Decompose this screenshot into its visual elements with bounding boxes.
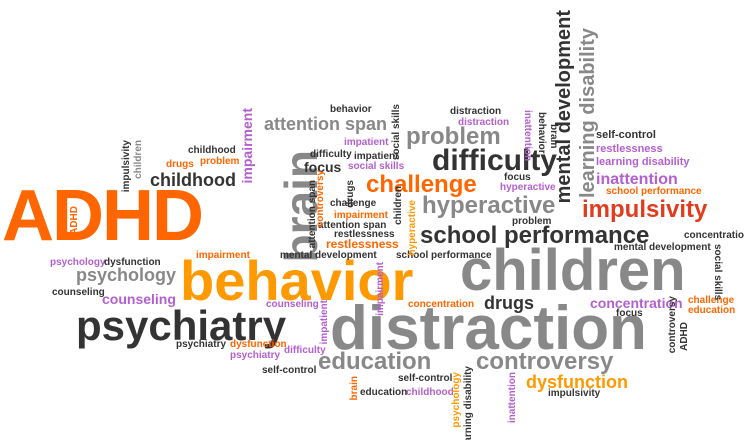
- word-mental-development-small: mental development: [280, 250, 377, 261]
- word-difficulty-small: difficulty: [310, 149, 352, 160]
- word-counseling: counseling: [102, 291, 176, 307]
- word-education-right: education: [688, 305, 736, 316]
- word-dysfunction-left: dysfunction: [104, 257, 161, 268]
- word-impulsivity: impulsivity: [582, 196, 708, 223]
- word-education-small: education: [360, 387, 408, 398]
- word-dysfunction: dysfunction: [526, 372, 628, 392]
- word-attention-span: attention span: [264, 114, 388, 134]
- word-adhd-small: ADHD: [69, 206, 80, 235]
- word-controversy: controversy: [476, 348, 614, 375]
- word-hyperactive-small: hyperactive: [500, 182, 556, 193]
- word-impairment-small: impairment: [334, 210, 388, 221]
- word-school-performance-small: school performance: [396, 250, 492, 261]
- word-impulsivity-vertical: impulsivity: [121, 140, 132, 193]
- word-concentration: concentration: [590, 295, 683, 311]
- word-restlessness-small: restlessness: [334, 229, 395, 240]
- word-problem: problem: [406, 123, 501, 150]
- word-focus-small: focus: [504, 172, 531, 183]
- word-psychology-vertical: psychology: [451, 372, 462, 428]
- word-psychiatry-small: psychiatry: [176, 339, 227, 350]
- word-counseling-left: counseling: [52, 287, 105, 298]
- word-challenge: challenge: [366, 171, 477, 198]
- word-self-control-left: self-control: [262, 365, 317, 376]
- word-challenge-small: challenge: [330, 198, 377, 209]
- word-impatient-vertical: impatient: [319, 300, 330, 345]
- word-school-performance: school performance: [420, 222, 650, 249]
- word-difficulty: difficulty: [432, 144, 557, 177]
- word-distraction: distraction: [330, 294, 647, 363]
- word-behavior-small: behavior: [330, 104, 372, 115]
- word-behavior: behavior: [180, 249, 414, 312]
- word-restlessness: restlessness: [326, 237, 399, 251]
- word-problem-orange: problem: [200, 156, 240, 167]
- word-challenge-right: challenge: [688, 295, 735, 306]
- word-learning-disability-violet: learning disability: [596, 156, 690, 168]
- word-controversy-vertical: controversy: [667, 296, 678, 354]
- word-children-small: children: [133, 140, 144, 179]
- word-childhood: childhood: [150, 170, 236, 190]
- word-brain-vertical: brain: [548, 124, 559, 149]
- word-social-skills-violet: social skills: [348, 161, 405, 172]
- word-impairment-vertical: impairment: [239, 108, 255, 184]
- word-concentration-orange: concentration: [408, 299, 475, 310]
- word-children: children: [460, 238, 686, 303]
- word-psychology-small: psychology: [50, 257, 106, 268]
- word-drugs-vertical: drugs: [345, 180, 356, 208]
- word-mental-development-right: mental development: [614, 242, 711, 253]
- word-drugs-small: drugs: [166, 159, 194, 170]
- word-adhd-right: ADHD: [679, 322, 690, 351]
- word-distraction-small: distraction: [450, 106, 502, 117]
- word-drugs: drugs: [484, 293, 535, 313]
- word-hyperactive: hyperactive: [422, 192, 556, 219]
- word-distraction-violet: distraction: [458, 117, 510, 128]
- word-dysfunction-small: dysfunction: [230, 339, 287, 350]
- word-concentration-small: concentration: [684, 230, 744, 241]
- word-psychology: psychology: [76, 265, 177, 285]
- word-focus: focus: [304, 159, 342, 175]
- word-attention-span-vertical: attention span: [307, 180, 318, 249]
- word-attention-span-small: attention span: [318, 220, 387, 231]
- word-impairment-orange: impairment: [196, 250, 250, 261]
- word-hyperactive-vertical: hyperactive: [407, 200, 418, 256]
- word-psychiatry: psychiatry: [76, 302, 287, 349]
- word-impatient: impatient: [344, 137, 389, 148]
- word-learning-disability-bottom: learning disability: [463, 366, 474, 440]
- word-mental-development: mental development: [553, 10, 575, 204]
- word-behavior-vertical: behavior: [536, 112, 547, 154]
- word-self-control: self-control: [596, 129, 656, 141]
- word-childhood-violet: childhood: [406, 387, 454, 398]
- word-impatient-small: impatient: [354, 151, 399, 162]
- word-inattention: inattention: [596, 171, 678, 188]
- word-difficulty-violet: difficulty: [284, 345, 326, 356]
- word-self-control-bottom: self-control: [398, 373, 453, 384]
- word-adhd: ADHD: [2, 176, 204, 256]
- word-psychiatry-violet: psychiatry: [230, 350, 281, 361]
- word-counseling-small: counseling: [266, 299, 319, 310]
- word-social-skills-right: social skills: [712, 244, 723, 301]
- word-problem-small: problem: [512, 216, 552, 227]
- word-inattention-bottom: inattention: [507, 372, 518, 424]
- word-restlessness-violet: restlessness: [596, 143, 663, 155]
- word-inattention-violet: inattention: [522, 110, 533, 162]
- word-school-performance-orange: school performance: [606, 186, 702, 197]
- word-focus-right: focus: [616, 308, 643, 319]
- word-children-vertical: children: [393, 186, 404, 225]
- word-learning-disability: learning disability: [577, 28, 599, 199]
- word-education: education: [318, 348, 432, 375]
- word-brain-small: brain: [349, 376, 360, 401]
- word-impulsivity-small: impulsivity: [548, 388, 601, 399]
- word-childhood-small: childhood: [188, 145, 236, 156]
- word-impairment-right: impairment: [375, 262, 386, 316]
